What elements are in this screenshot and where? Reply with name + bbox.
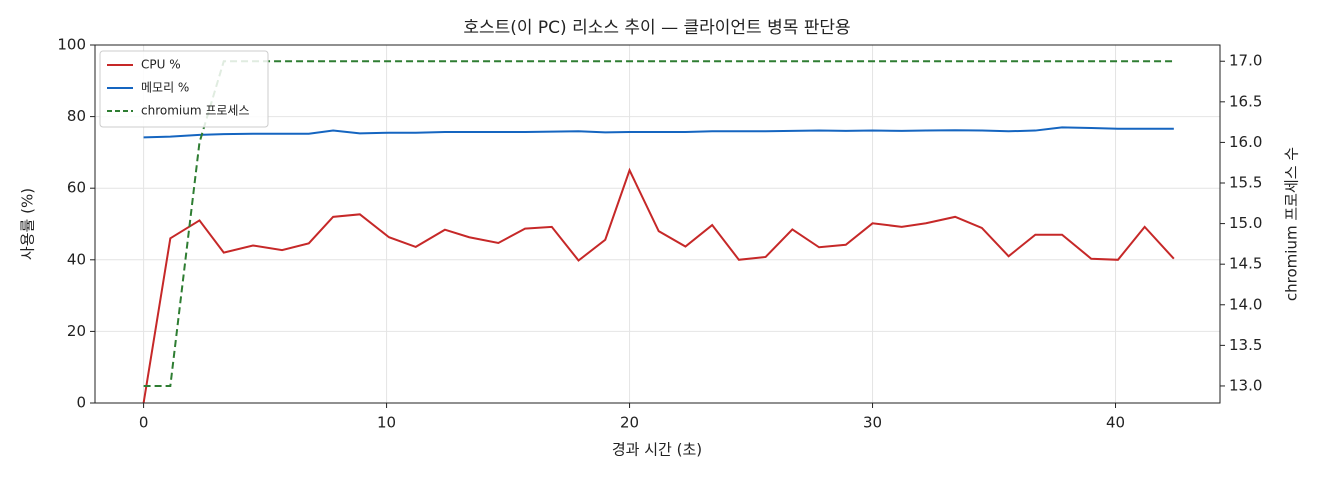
y2-axis-label: chromium 프로세스 수 — [1283, 147, 1301, 301]
chart-title: 호스트(이 PC) 리소스 추이 — 클라이언트 병목 판단용 — [463, 18, 850, 38]
y2-tick-label: 14.0 — [1229, 295, 1262, 313]
x-tick-label: 30 — [863, 414, 882, 432]
y-axis-label: 사용률 (%) — [19, 188, 37, 260]
x-tick-label: 40 — [1106, 414, 1125, 432]
legend-box — [99, 50, 269, 128]
y-tick-label: 60 — [67, 179, 86, 197]
y2-tick-label: 16.5 — [1229, 92, 1262, 110]
y2-tick-label: 17.0 — [1229, 52, 1262, 70]
y-tick-label: 40 — [67, 250, 86, 268]
y-tick-label: 20 — [67, 322, 86, 340]
x-tick-label: 0 — [139, 414, 149, 432]
y-tick-label: 80 — [67, 107, 86, 125]
y2-tick-label: 15.5 — [1229, 174, 1262, 192]
series-line — [142, 167, 1175, 404]
legend-label: chromium 프로세스 — [141, 104, 250, 118]
y-tick-label: 0 — [76, 394, 86, 412]
legend-label: 메모리 % — [141, 81, 189, 95]
x-tick-label: 20 — [620, 414, 639, 432]
series-line — [143, 60, 1174, 387]
y2-tick-label: 14.5 — [1229, 255, 1262, 273]
x-axis-label: 경과 시간 (초) — [612, 441, 702, 459]
y2-tick-label: 13.0 — [1229, 376, 1262, 394]
legend: CPU % 메모리 % chromium 프로세스 — [99, 50, 269, 128]
y2-tick-label: 15.0 — [1229, 214, 1262, 232]
legend-label: CPU % — [141, 58, 181, 72]
y2-tick-label: 13.5 — [1229, 336, 1262, 354]
series-line — [143, 126, 1174, 139]
plot-frame — [94, 44, 1221, 404]
y-tick-label: 100 — [57, 36, 86, 54]
y2-tick-label: 16.0 — [1229, 133, 1262, 151]
x-tick-label: 10 — [377, 414, 396, 432]
